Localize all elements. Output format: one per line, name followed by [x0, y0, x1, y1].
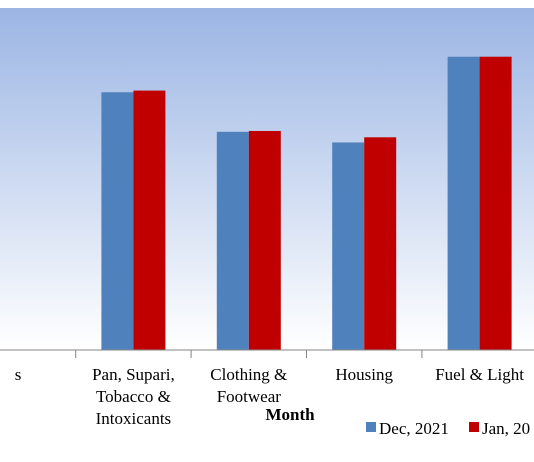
x-tick-label-line: Clothing &	[210, 365, 287, 384]
bar-jan-20	[479, 56, 512, 351]
x-tick-label: Clothing & Footwear	[210, 365, 287, 406]
x-tick-label-line: Fuel & Light	[435, 365, 524, 384]
legend-label: Jan, 20	[482, 419, 530, 438]
legend-swatch	[469, 422, 479, 432]
x-axis-title: Month	[265, 405, 315, 424]
x-tick-label: Fuel & Light	[435, 365, 524, 384]
x-tick-label-line: Intoxicants	[96, 409, 172, 428]
x-tick-label-line: Housing	[335, 365, 393, 384]
legend-swatch	[366, 422, 376, 432]
bar-jan-20	[248, 130, 281, 350]
x-tick-labels-group: s Pan, Supari, Tobacco & Intoxicants Clothin…	[15, 365, 525, 428]
bar-dec-2021	[101, 92, 134, 350]
x-tick-label-line: Pan, Supari,	[92, 365, 175, 384]
legend-label: Dec, 2021	[379, 419, 449, 438]
bar-dec-2021	[216, 131, 249, 350]
x-tick-label: Pan, Supari, Tobacco & Intoxicants	[92, 365, 175, 428]
bar-dec-2021	[332, 142, 365, 350]
bar-jan-20	[364, 137, 397, 350]
x-tick-label-line: Footwear	[217, 387, 282, 406]
legend: Dec, 2021 Jan, 20	[366, 419, 530, 438]
bars-group	[101, 56, 512, 351]
x-tick-label-line: s	[15, 365, 22, 384]
x-tick-label: s	[15, 365, 22, 384]
x-tick-label-line: Tobacco &	[96, 387, 171, 406]
bar-dec-2021	[447, 56, 480, 351]
x-tick-label: Housing	[335, 365, 393, 384]
bar-jan-20	[133, 90, 166, 350]
x-ticks-group	[75, 350, 423, 358]
